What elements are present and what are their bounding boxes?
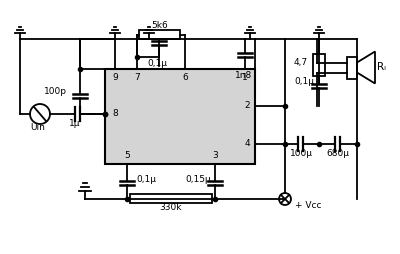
Text: 330k: 330k [160, 202, 182, 212]
Text: 1µ: 1µ [69, 119, 80, 129]
Text: 8: 8 [112, 109, 118, 119]
Text: 100p: 100p [44, 87, 66, 97]
Text: 4,7: 4,7 [294, 57, 308, 67]
Text: 100µ: 100µ [290, 150, 312, 158]
Text: 9: 9 [112, 72, 118, 82]
Bar [130, 194, 212, 203]
Bar [105, 69, 255, 164]
Text: 0,1µ: 0,1µ [136, 176, 156, 184]
Bar [313, 54, 325, 76]
Text: 0,15µ: 0,15µ [185, 176, 211, 184]
Text: 0,1µ: 0,1µ [294, 76, 314, 86]
Text: 1n8: 1n8 [235, 71, 253, 81]
Text: 2: 2 [244, 102, 250, 110]
Text: Uin: Uin [30, 123, 46, 133]
Text: 6: 6 [182, 72, 188, 82]
Polygon shape [357, 52, 375, 84]
Text: 1: 1 [242, 72, 248, 82]
Text: 3: 3 [212, 151, 218, 160]
Text: + Vcc: + Vcc [295, 200, 322, 210]
Text: 5: 5 [124, 151, 130, 160]
Bar [139, 30, 180, 39]
Text: Rₗ: Rₗ [377, 62, 386, 72]
Text: 680µ: 680µ [326, 150, 350, 158]
Text: 0,1µ: 0,1µ [147, 59, 167, 69]
Text: 4: 4 [244, 139, 250, 149]
Bar [347, 56, 357, 78]
Text: 7: 7 [134, 72, 140, 82]
Text: 5k6: 5k6 [151, 22, 168, 30]
